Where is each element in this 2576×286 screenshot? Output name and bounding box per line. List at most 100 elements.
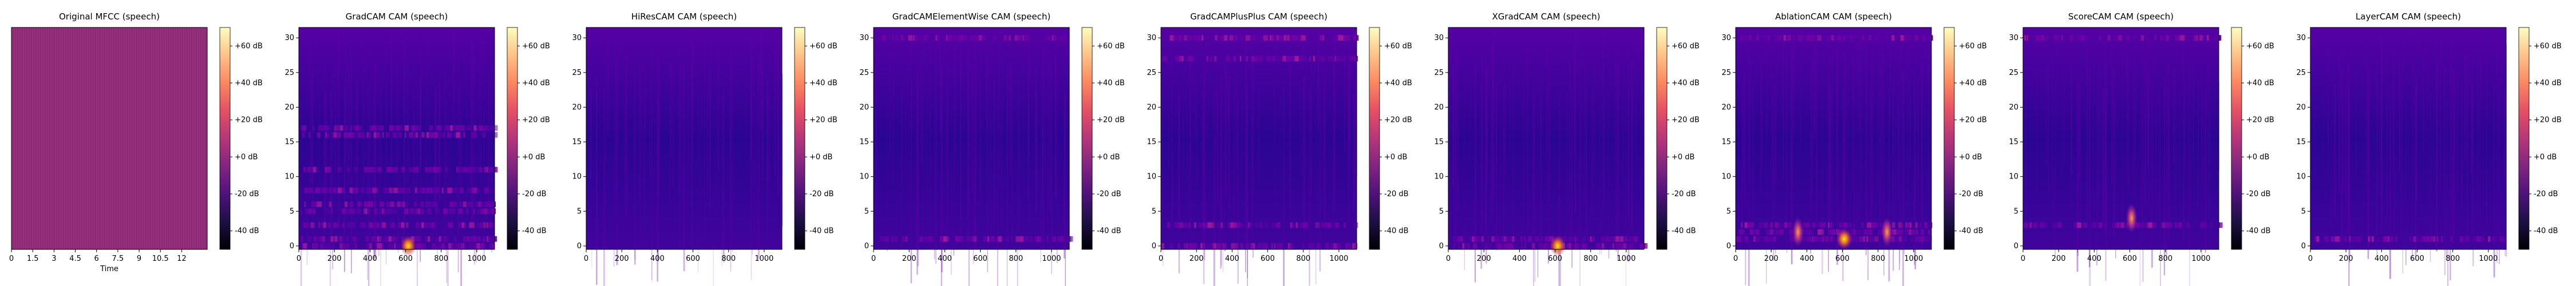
heatmap-row-segment [1069,236,1073,242]
heatmap-cell-column [391,34,392,170]
heatmap-row-segment [1550,236,1552,242]
heatmap-row-segment [434,132,437,138]
heatmap-row-segment [1189,243,1193,249]
colorbar-tick-label: +40 dB [809,79,837,88]
cam-heatmap-background [1161,27,1357,249]
x-tick-label: 800 [2445,255,2460,263]
panel-title: ScoreCAM CAM (speech) [2068,11,2174,22]
heatmap-cell-column [378,59,380,256]
heatmap-row-segment [409,132,412,138]
heatmap-row-segment [484,125,486,131]
colorbar [1943,27,1955,250]
heatmap-row-segment [1862,222,1864,228]
heatmap-row-segment [1578,243,1583,249]
x-tick-label: 200 [2339,255,2353,263]
heatmap-row-segment [445,166,447,173]
y-tick-label: 20 [2009,103,2018,112]
heatmap-cell-column [941,63,943,273]
heatmap-cell-column [935,28,937,170]
heatmap-cell-column [973,63,974,264]
heatmap-row-segment [405,201,408,208]
colorbar-tick-label: +20 dB [1384,116,1412,125]
y-tick-label: 15 [285,138,294,146]
heatmap-row-segment [900,35,904,41]
heatmap-row-segment [1064,35,1066,41]
heatmap-row-segment [1332,222,1334,228]
heatmap-row-segment [1536,236,1540,242]
heatmap-row-segment [1313,55,1315,62]
heatmap-row-segment [989,236,992,242]
heatmap-row-segment [463,201,467,208]
heatmap-cell-column [1783,33,1784,178]
heatmap-row-segment [1355,243,1358,249]
heatmap-row-segment [489,222,493,228]
heatmap-row-segment [1620,236,1625,242]
heatmap-row-segment [396,201,400,208]
heatmap-cell-column [950,63,952,275]
heatmap-row-segment [2206,35,2209,41]
heatmap-row-segment [1859,236,1863,242]
heatmap-cell-column [1566,91,1568,204]
heatmap-cell-column [2349,45,2350,263]
heatmap-cell-column [2104,29,2105,232]
heatmap-row-segment [475,236,480,242]
heatmap-cell-column [1615,50,1617,252]
heatmap-cell-column [1490,41,1492,218]
heatmap-row-segment [1340,35,1344,41]
heatmap-row-segment [1353,55,1358,62]
heatmap-cell-column [1512,45,1515,244]
heatmap-row-segment [398,201,402,208]
heatmap-row-segment [2166,35,2168,41]
heatmap-row-segment [480,208,485,214]
x-tick-label: 0 [584,255,588,263]
heatmap-cell-column [2439,29,2440,126]
heatmap-row-segment [476,188,477,193]
y-tick-label: 0 [577,242,582,251]
heatmap-cell-column [760,34,762,132]
heatmap-row-segment [396,125,398,131]
heatmap-row-segment [483,188,485,193]
heatmap-cell-column [1022,39,1024,192]
heatmap-row-segment [315,236,319,242]
heatmap-row-segment [413,236,416,242]
heatmap-row-segment [953,35,958,41]
heatmap-row-segment [315,188,318,193]
heatmap-row-segment [2107,35,2111,41]
y-tick-label: 0 [1439,242,1444,251]
heatmap-cell-column [2355,70,2357,183]
colorbar-tick-label: -40 dB [809,227,834,236]
heatmap-row-segment [1767,35,1770,41]
y-tick-label: 25 [1147,69,1156,77]
heatmap-row-segment [349,132,353,138]
heatmap-row-segment [1245,35,1250,41]
panel-title: GradCAM CAM (speech) [346,11,448,22]
heatmap-row-segment [337,188,342,193]
heatmap-row-segment [1246,222,1249,228]
heatmap-cell-column [2422,29,2424,149]
heatmap-cell-column [1832,49,1834,217]
heatmap-cell-column [1251,31,1253,237]
heatmap-row-segment [2033,222,2037,228]
heatmap-cell-column [889,50,891,157]
heatmap-cell-column [1309,89,1310,286]
heatmap-cell-column [2365,33,2367,187]
heatmap-row-segment [343,132,349,138]
heatmap-row-segment [451,222,453,228]
heatmap-cell-column [781,73,783,227]
colorbar-tick-label: -20 dB [235,190,259,198]
heatmap-row-segment [465,208,469,214]
heatmap-cell-column [1001,61,1003,228]
colorbar-tick-label: -20 dB [1384,190,1409,198]
heatmap-row-segment [2160,222,2162,228]
heatmap-cell-column [756,89,757,241]
heatmap-cell-column [491,64,493,252]
heatmap-row-segment [447,222,449,228]
heatmap-row-segment [1827,236,1829,242]
heatmap-row-segment [421,132,425,138]
heatmap-cell-column [2116,55,2119,152]
heatmap-cell-column [2057,36,2058,126]
colorbar-tick-label: -20 dB [1959,190,1984,198]
heatmap-row-segment [1874,35,1878,41]
heatmap-cell-column [967,47,969,218]
heatmap-cell-column [591,59,592,267]
